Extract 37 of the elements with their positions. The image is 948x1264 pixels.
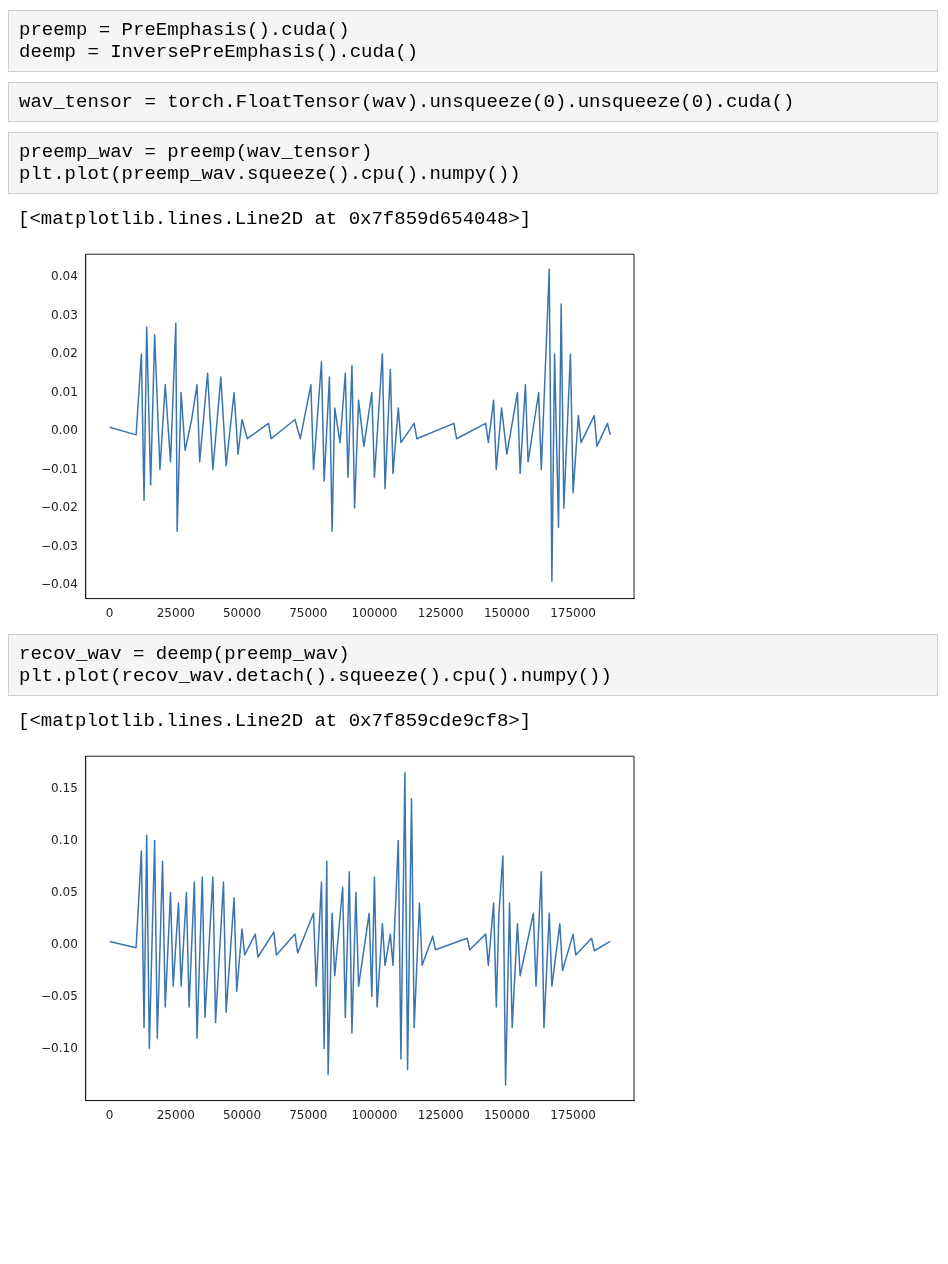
y-tick-label: 0.00 [51,936,78,951]
x-tick-label: 75000 [289,605,328,620]
y-tick-label: 0.01 [51,384,78,399]
y-tick-label: 0.00 [51,423,78,438]
text: preemp_wav = preemp(wav_tensor) plt.plot(preemp_wav.squeeze().cpu().numpy()) [8,132,938,194]
x-tick-label: 175000 [550,1107,596,1122]
y-tick-label: −0.04 [40,577,78,592]
x-tick-label: 100000 [351,605,398,620]
y-tick-label: 0.02 [51,346,78,361]
text: [<matplotlib.lines.Line2D at 0x7f859cde9cf8>] [17,709,533,734]
y-tick-label: −0.03 [40,538,78,553]
y-tick-label: −0.05 [40,988,78,1003]
text: wav_tensor = torch.FloatTensor(wav).unsqueeze(0).unsqueeze(0).cuda() [8,82,938,122]
x-tick-label: 150000 [483,605,530,620]
x-tick-label: 100000 [351,1107,398,1122]
x-tick-label: 50000 [222,1107,262,1122]
x-tick-label: 175000 [550,605,596,620]
text: [<matplotlib.lines.Line2D at 0x7f859d654048>] [17,207,533,232]
y-tick-label: −0.02 [40,500,78,515]
y-tick-label: 0.05 [51,884,78,899]
y-tick-label: 0.03 [51,307,78,322]
x-tick-label: 25000 [156,1107,195,1122]
x-tick-label: 75000 [289,1107,328,1122]
y-tick-label: 0.10 [51,832,78,847]
x-tick-label: 125000 [417,605,464,620]
x-tick-label: 50000 [222,605,262,620]
x-tick-label: 150000 [483,1107,530,1122]
y-tick-label: −0.10 [40,1040,78,1055]
y-tick-label: 0.15 [51,780,78,795]
text: preemp = PreEmphasis().cuda() deemp = InversePreEmphasis().cuda() [8,10,938,72]
x-tick-label: 0 [105,1107,114,1122]
x-tick-label: 0 [105,605,114,620]
x-tick-label: 125000 [417,1107,464,1122]
y-tick-label: 0.04 [51,269,78,284]
y-tick-label: −0.01 [40,461,78,476]
x-tick-label: 25000 [156,605,195,620]
text: recov_wav = deemp(preemp_wav) plt.plot(recov_wav.detach().squeeze().cpu().numpy()) [8,634,938,696]
